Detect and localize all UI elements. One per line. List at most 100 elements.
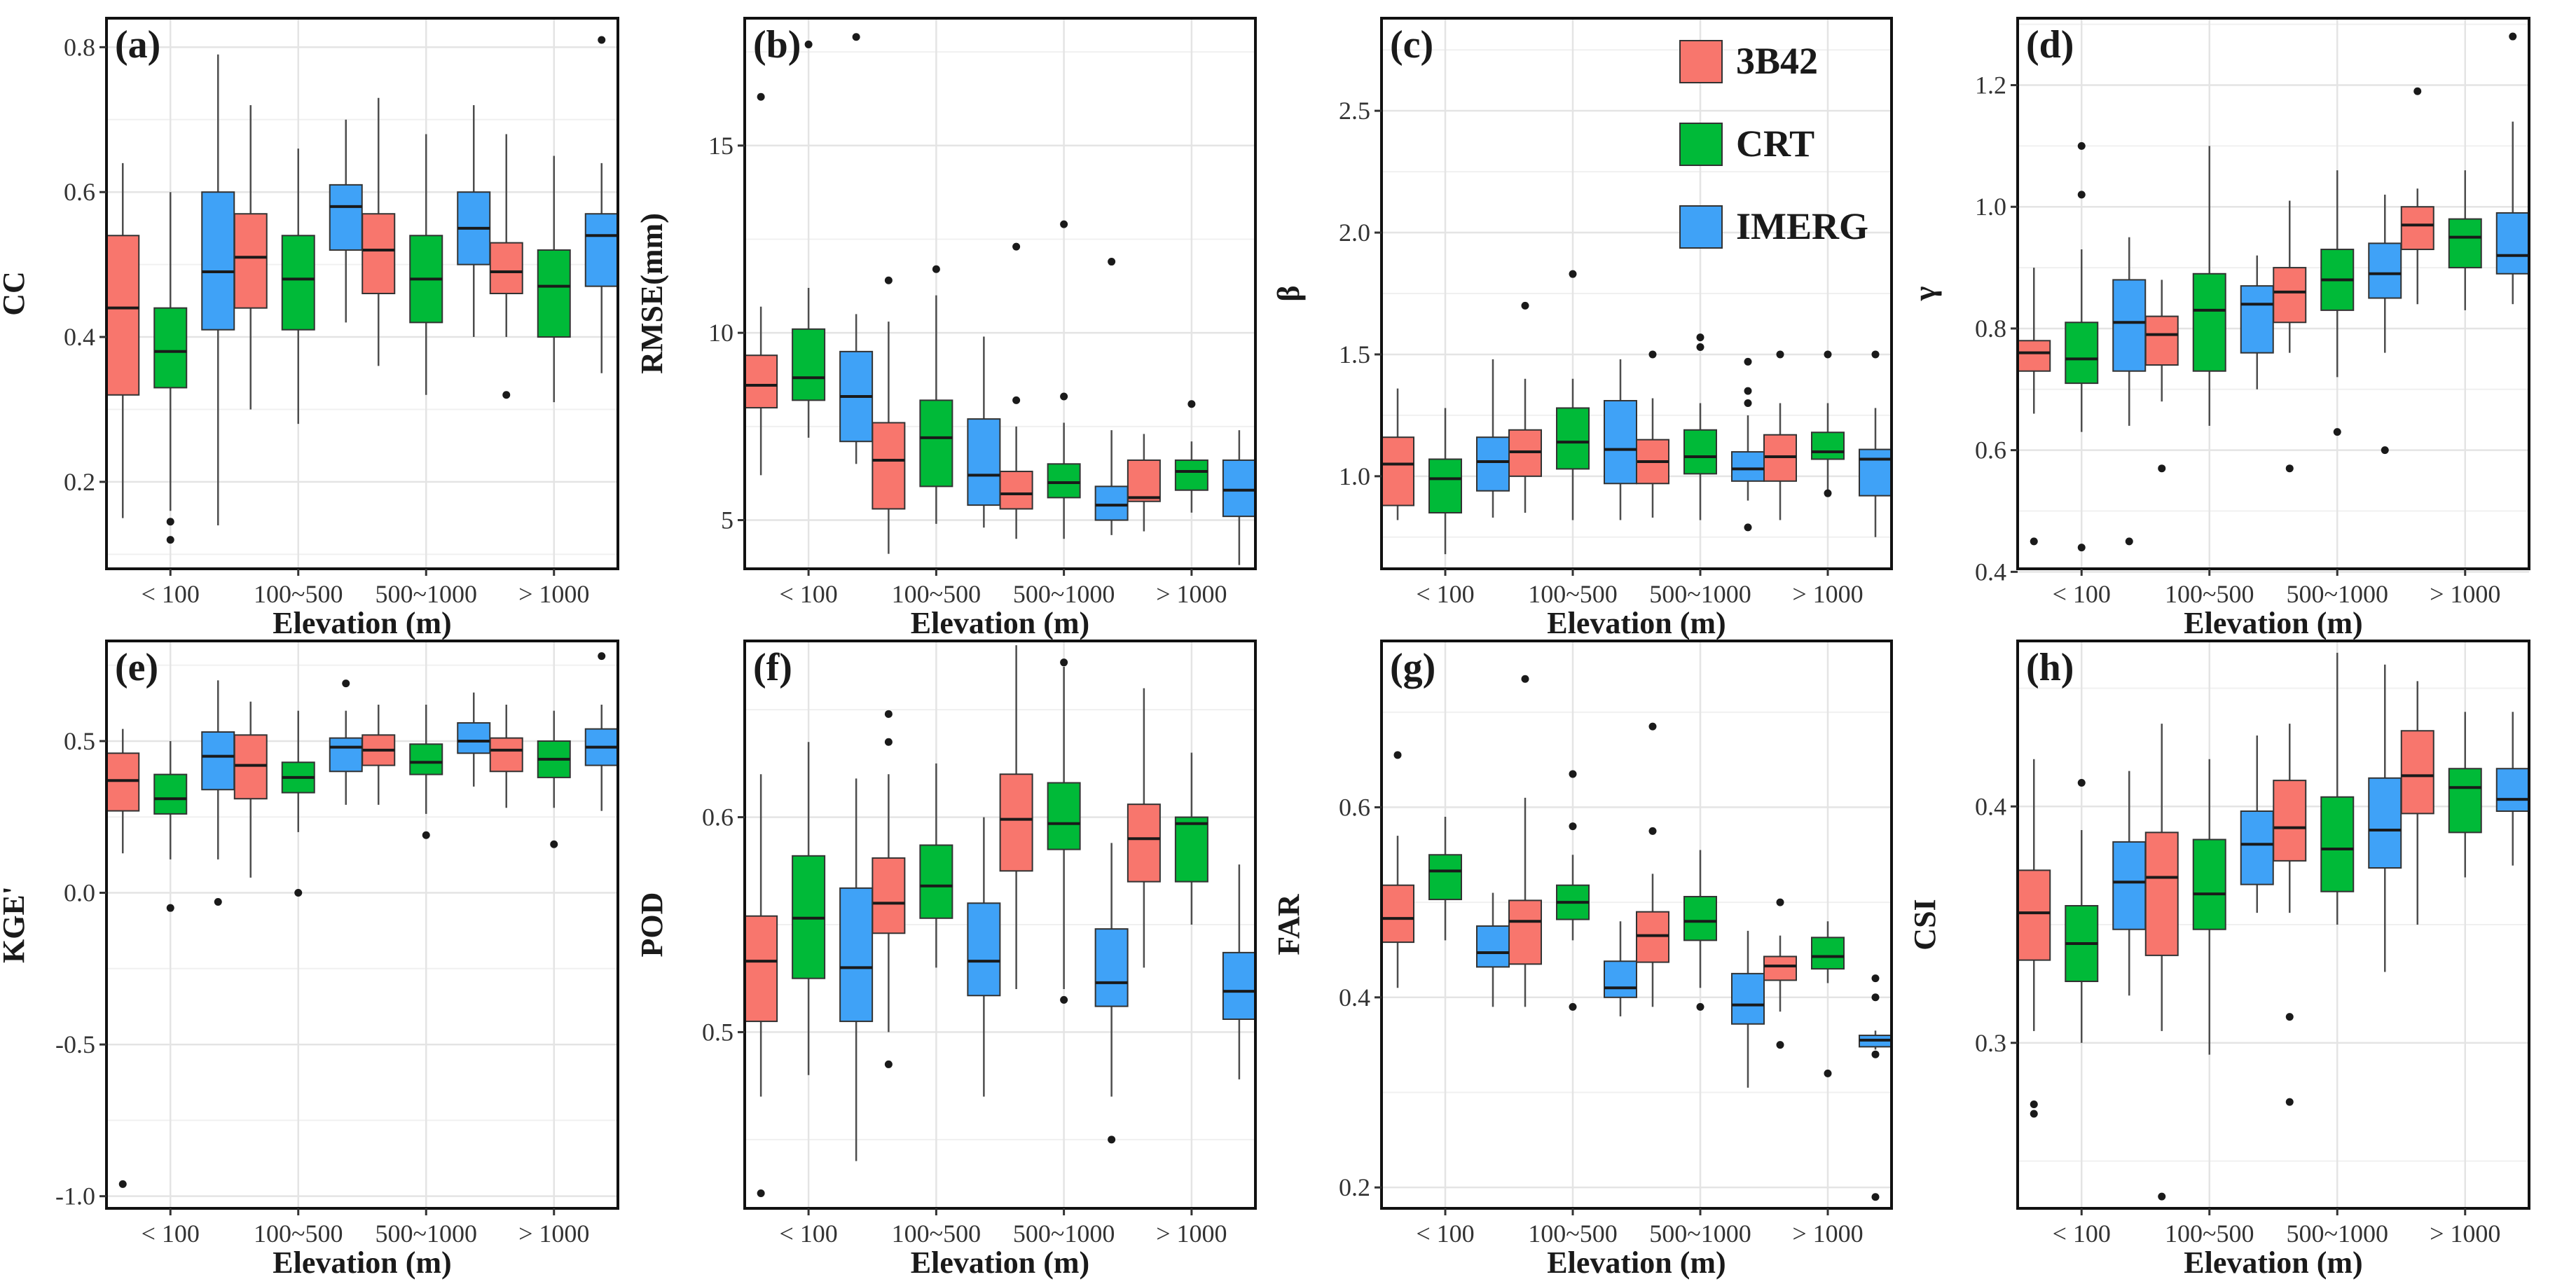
plot-frame xyxy=(1380,640,1893,1210)
outlier-point xyxy=(884,738,893,746)
box-IMERG-1 xyxy=(1604,359,1637,520)
box-3B42-1 xyxy=(233,105,268,410)
box-iqr xyxy=(1763,955,1797,981)
box-3B42-0 xyxy=(2017,268,2051,546)
box-IMERG-0 xyxy=(201,54,235,525)
box-CRT-1 xyxy=(919,763,953,968)
box-iqr xyxy=(1222,459,1256,518)
box-iqr xyxy=(1811,937,1845,970)
outlier-point xyxy=(598,652,606,661)
x-axis-title: Elevation (m) xyxy=(2184,606,2362,640)
y-tick-label: 0.0 xyxy=(64,879,95,907)
outlier-point xyxy=(1012,396,1021,404)
x-tick-label: 500~1000 xyxy=(1013,1220,1115,1248)
y-tick-label: 0.2 xyxy=(1339,1173,1370,1201)
y-tick-label: 5 xyxy=(721,506,733,534)
box-IMERG-0 xyxy=(2112,237,2147,546)
box-3B42-2 xyxy=(2273,724,2307,1106)
outlier-point xyxy=(1060,220,1068,228)
y-axis-title: POD xyxy=(635,892,669,958)
box-iqr xyxy=(457,722,491,754)
box-3B42-3 xyxy=(2400,681,2434,925)
box-3B42-3 xyxy=(489,704,523,808)
plot-background xyxy=(106,641,618,1208)
box-iqr xyxy=(201,731,235,791)
legend-label: CRT xyxy=(1736,123,1814,165)
box-CRT-3 xyxy=(1174,752,1208,925)
outlier-point xyxy=(757,92,765,101)
box-IMERG-3 xyxy=(1859,974,1892,1201)
box-iqr xyxy=(106,752,140,812)
box-3B42-0 xyxy=(744,774,778,1198)
panel-label: (d) xyxy=(2026,23,2074,67)
outlier-point xyxy=(166,536,174,544)
outlier-point xyxy=(804,40,813,48)
box-iqr xyxy=(792,328,826,401)
box-iqr xyxy=(409,743,443,775)
box-IMERG-2 xyxy=(2368,664,2402,972)
outlier-point xyxy=(1521,301,1529,310)
panel-label: (f) xyxy=(753,646,792,689)
outlier-point xyxy=(2030,1110,2038,1118)
x-tick-label: < 100 xyxy=(779,1220,837,1248)
box-3B42-2 xyxy=(2273,200,2307,473)
box-IMERG-0 xyxy=(2112,771,2147,996)
y-tick-label: 0.4 xyxy=(1975,792,2006,820)
outlier-point xyxy=(1824,489,1832,497)
panel-a: 0.2 0.4 0.6 0.8 < 100 100~500 500~1000 > 1000 (a… xyxy=(0,17,619,640)
outlier-point xyxy=(2285,1098,2294,1106)
box-iqr xyxy=(1683,429,1717,475)
outlier-point xyxy=(1012,242,1021,251)
box-3B42-3 xyxy=(2400,87,2434,305)
y-tick-label: 0.6 xyxy=(1975,436,2006,464)
x-tick-label: < 100 xyxy=(142,580,200,608)
x-tick-label: < 100 xyxy=(1416,580,1474,608)
x-tick-label: > 1000 xyxy=(2430,580,2500,608)
y-axis-title: β xyxy=(1272,285,1306,301)
outlier-point xyxy=(1569,1002,1577,1011)
box-iqr xyxy=(919,844,953,919)
box-iqr xyxy=(2448,218,2482,269)
box-CRT-2 xyxy=(409,134,443,395)
outlier-point xyxy=(1648,827,1657,835)
box-3B42-1 xyxy=(2144,279,2179,473)
outlier-point xyxy=(2381,446,2389,455)
outlier-point xyxy=(1648,722,1657,731)
legend-label: IMERG xyxy=(1736,205,1868,247)
x-tick-label: > 1000 xyxy=(518,580,589,608)
x-tick-label: 100~500 xyxy=(2165,580,2254,608)
panel-c: 1.0 1.5 2.0 2.5 < 100 100~500 500~1000 > 1000 (c… xyxy=(1272,17,1893,640)
box-CRT-2 xyxy=(2320,652,2355,925)
x-tick-label: > 1000 xyxy=(2430,1220,2500,1248)
box-iqr xyxy=(153,307,188,389)
y-axis-title: RMSE(mm) xyxy=(635,213,669,374)
y-tick-label: 10 xyxy=(708,319,733,347)
box-CRT-3 xyxy=(537,156,571,403)
outlier-point xyxy=(1744,357,1752,366)
box-IMERG-3 xyxy=(2495,712,2530,866)
outlier-point xyxy=(1871,993,1880,1002)
panel-label: (e) xyxy=(115,646,158,689)
x-tick-label: > 1000 xyxy=(1792,580,1863,608)
x-tick-label: > 1000 xyxy=(1156,580,1227,608)
legend-swatch xyxy=(1679,205,1723,249)
box-iqr xyxy=(1859,448,1892,497)
box-3B42-1 xyxy=(233,701,268,878)
box-3B42-3 xyxy=(1763,898,1797,1049)
y-tick-label: 0.2 xyxy=(64,468,95,496)
panel-label: (b) xyxy=(753,23,801,67)
x-tick-label: 100~500 xyxy=(892,1220,981,1248)
outlier-point xyxy=(166,518,174,526)
outlier-point xyxy=(932,265,940,273)
outlier-point xyxy=(422,831,430,839)
box-CRT-0 xyxy=(1428,817,1462,941)
outlier-point xyxy=(757,1189,765,1198)
x-tick-label: 500~1000 xyxy=(1649,1220,1751,1248)
box-iqr xyxy=(1428,458,1462,514)
x-axis-title: Elevation (m) xyxy=(911,1245,1089,1280)
y-tick-label: 2.5 xyxy=(1339,97,1370,125)
box-CRT-1 xyxy=(281,149,315,424)
outlier-point xyxy=(2333,428,2341,436)
outlier-point xyxy=(1187,400,1196,408)
